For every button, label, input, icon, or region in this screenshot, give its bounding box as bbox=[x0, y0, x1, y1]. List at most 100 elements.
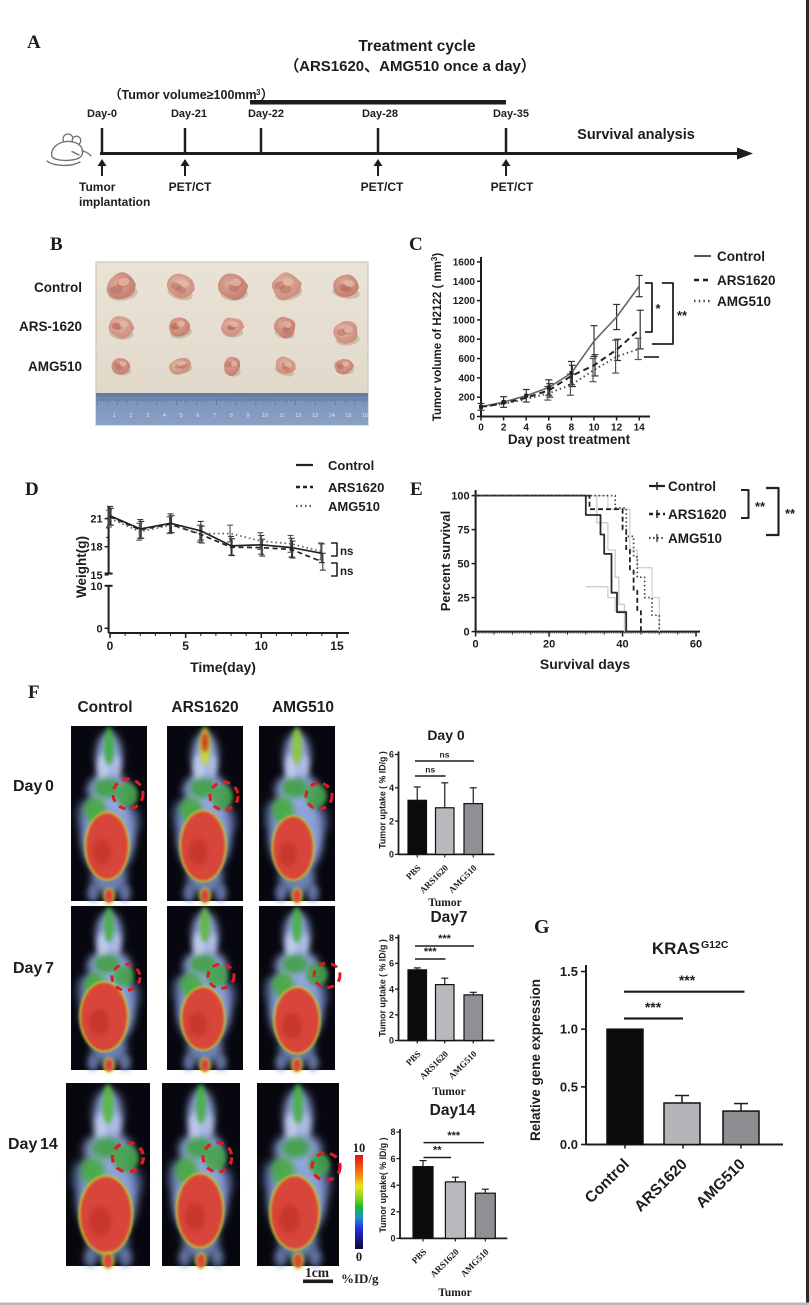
svg-text:Control: Control bbox=[34, 280, 82, 295]
svg-text:18: 18 bbox=[90, 542, 102, 554]
svg-text:implantation: implantation bbox=[79, 195, 150, 209]
svg-text:0.5: 0.5 bbox=[560, 1079, 578, 1094]
svg-text:0: 0 bbox=[478, 423, 484, 434]
svg-text:21: 21 bbox=[90, 514, 102, 526]
svg-text:D: D bbox=[25, 479, 39, 500]
svg-text:ARS-1620: ARS-1620 bbox=[19, 319, 82, 334]
svg-text:KRAS: KRAS bbox=[652, 939, 700, 958]
svg-text:ns: ns bbox=[340, 566, 353, 578]
svg-text:5: 5 bbox=[182, 639, 189, 653]
svg-text:***: *** bbox=[424, 946, 438, 958]
svg-text:6: 6 bbox=[546, 423, 552, 434]
svg-text:10: 10 bbox=[353, 1141, 366, 1155]
svg-text:7: 7 bbox=[213, 413, 216, 419]
svg-text:400: 400 bbox=[458, 373, 475, 384]
svg-text:16: 16 bbox=[362, 413, 368, 419]
svg-text:2: 2 bbox=[501, 423, 507, 434]
svg-text:G12C: G12C bbox=[701, 939, 729, 951]
svg-text:0.0: 0.0 bbox=[560, 1137, 578, 1152]
svg-text:100: 100 bbox=[451, 491, 469, 503]
svg-text:14: 14 bbox=[634, 423, 646, 434]
svg-text:7: 7 bbox=[45, 960, 54, 977]
svg-text:15: 15 bbox=[345, 413, 351, 419]
svg-text:Tumor uptake ( % ID/g ): Tumor uptake ( % ID/g ) bbox=[378, 751, 388, 849]
svg-text:0: 0 bbox=[356, 1250, 362, 1264]
svg-text:AMG510: AMG510 bbox=[28, 359, 82, 374]
svg-text:5: 5 bbox=[180, 413, 183, 419]
svg-text:***: *** bbox=[645, 999, 662, 1015]
svg-text:0: 0 bbox=[389, 1036, 394, 1046]
svg-text:Treatment cycle: Treatment cycle bbox=[358, 38, 476, 55]
svg-text:Day-28: Day-28 bbox=[362, 108, 398, 120]
svg-text:25: 25 bbox=[457, 593, 469, 605]
svg-text:1.5: 1.5 bbox=[560, 964, 578, 979]
svg-text:**: ** bbox=[785, 506, 796, 521]
svg-text:Survival days: Survival days bbox=[540, 656, 630, 672]
svg-text:Day: Day bbox=[13, 778, 42, 795]
svg-text:4: 4 bbox=[389, 783, 394, 793]
svg-text:40: 40 bbox=[616, 639, 628, 651]
svg-text:（Tumor volume≥100mm: （Tumor volume≥100mm bbox=[109, 87, 257, 102]
svg-text:AMG510: AMG510 bbox=[668, 531, 722, 546]
svg-text:2: 2 bbox=[390, 1207, 395, 1217]
svg-text:1400: 1400 bbox=[453, 277, 476, 288]
svg-text:AMG510: AMG510 bbox=[328, 499, 380, 514]
svg-text:ARS1620: ARS1620 bbox=[717, 273, 776, 288]
svg-text:Day-22: Day-22 bbox=[248, 108, 284, 120]
svg-text:B: B bbox=[50, 234, 63, 255]
svg-text:2: 2 bbox=[389, 1010, 394, 1020]
svg-text:14: 14 bbox=[40, 1136, 58, 1153]
svg-text:2: 2 bbox=[389, 816, 394, 826]
svg-text:Relative gene expression: Relative gene expression bbox=[528, 979, 543, 1141]
svg-text:PET/CT: PET/CT bbox=[491, 180, 534, 194]
svg-text:4: 4 bbox=[390, 1180, 395, 1190]
svg-text:0: 0 bbox=[463, 627, 469, 639]
svg-text:3: 3 bbox=[146, 413, 149, 419]
svg-text:Percent survival: Percent survival bbox=[438, 511, 453, 611]
svg-text:6: 6 bbox=[389, 959, 394, 969]
svg-text:8: 8 bbox=[230, 413, 233, 419]
svg-text:1: 1 bbox=[113, 413, 116, 419]
svg-text:Tumor: Tumor bbox=[438, 1287, 471, 1299]
svg-text:0: 0 bbox=[96, 623, 102, 635]
svg-text:14: 14 bbox=[329, 413, 335, 419]
svg-text:8: 8 bbox=[569, 423, 575, 434]
svg-text:0: 0 bbox=[107, 639, 114, 653]
svg-text:10: 10 bbox=[90, 581, 102, 593]
svg-text:1cm: 1cm bbox=[305, 1265, 330, 1280]
svg-text:Day post treatment: Day post treatment bbox=[508, 432, 631, 447]
svg-text:Day-0: Day-0 bbox=[87, 108, 117, 120]
svg-text:ARS1620: ARS1620 bbox=[328, 480, 384, 495]
svg-text:ns: ns bbox=[425, 765, 435, 775]
svg-text:15: 15 bbox=[330, 639, 344, 653]
svg-text:1.0: 1.0 bbox=[560, 1022, 578, 1037]
svg-text:Day: Day bbox=[13, 960, 42, 977]
svg-text:Control: Control bbox=[328, 458, 374, 473]
svg-text:8: 8 bbox=[390, 1127, 395, 1137]
svg-text:3: 3 bbox=[256, 88, 261, 97]
svg-text:13: 13 bbox=[312, 413, 318, 419]
svg-text:10: 10 bbox=[262, 413, 268, 419]
svg-text:600: 600 bbox=[458, 354, 475, 365]
svg-text:）: ） bbox=[261, 87, 274, 102]
svg-text:0: 0 bbox=[469, 412, 475, 423]
svg-text:0: 0 bbox=[45, 778, 54, 795]
svg-text:***: *** bbox=[679, 972, 696, 988]
svg-text:Control: Control bbox=[77, 699, 132, 716]
svg-text:PET/CT: PET/CT bbox=[169, 180, 212, 194]
svg-text:ARS1620: ARS1620 bbox=[171, 699, 238, 716]
svg-text:***: *** bbox=[438, 933, 452, 945]
svg-text:4: 4 bbox=[389, 984, 394, 994]
svg-text:E: E bbox=[410, 479, 423, 500]
svg-text:12: 12 bbox=[611, 423, 623, 434]
svg-text:0: 0 bbox=[389, 850, 394, 860]
svg-text:4: 4 bbox=[163, 413, 166, 419]
svg-text:Weight(g): Weight(g) bbox=[74, 536, 89, 598]
svg-text:800: 800 bbox=[458, 335, 475, 346]
svg-text:A: A bbox=[27, 32, 41, 53]
svg-text:G: G bbox=[534, 916, 550, 938]
svg-text:0: 0 bbox=[390, 1234, 395, 1244]
svg-text:0: 0 bbox=[473, 639, 479, 651]
svg-text:%ID/g: %ID/g bbox=[341, 1271, 379, 1286]
svg-text:2: 2 bbox=[129, 413, 132, 419]
